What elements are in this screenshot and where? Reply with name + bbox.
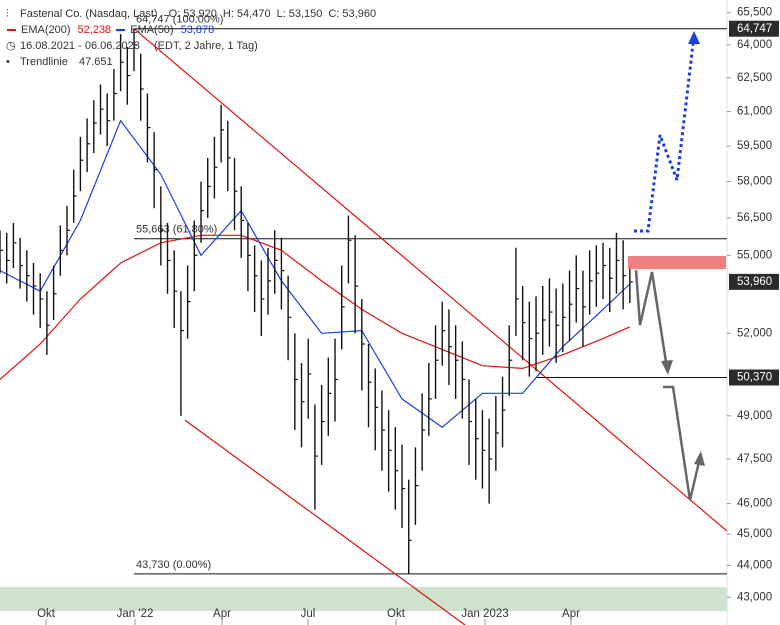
legend-series: EMA(200) 52,238 EMA(50) 53,878 (6, 22, 382, 38)
x-tick-label: Okt (387, 608, 406, 620)
last-price-label: 53,960 (737, 276, 772, 288)
x-tick-label: Jan '22 (117, 608, 154, 620)
ohlc-value: 53,920 (183, 8, 217, 20)
y-tick-label: 49,000 (737, 410, 772, 422)
ema-line (0, 234, 631, 380)
legend-row: ◷ 16.08.2021 - 06.06.2023 (EDT, 2 Jahre, … (6, 38, 382, 54)
x-tick-label: Apr (213, 608, 231, 620)
forecast (634, 31, 705, 501)
level-axis-label: 50,370 (737, 372, 772, 384)
last-price-box (729, 273, 779, 290)
legend-entry: EMA(50) 53,878 (115, 22, 214, 38)
forecast-up (634, 43, 695, 233)
icon: ⫶ (6, 8, 9, 20)
period: 16.08.2021 - 06.06.2023 (20, 40, 140, 52)
y-tick-label: 59,500 (737, 140, 772, 152)
ohlc-value: 53,150 (288, 8, 323, 20)
ema-line (0, 119, 631, 428)
y-tick-label: 45,000 (737, 528, 772, 540)
trend-value: 47.651 (78, 56, 113, 68)
y-tick-label: 55,000 (737, 249, 772, 261)
ohlc: O: 53,920 H: 54,470 L: 53,150 C: 53,960 (169, 6, 382, 22)
period-note: (EDT, 2 Jahre, 1 Tag) (154, 40, 258, 52)
trend-name: Trendlinie (20, 56, 68, 68)
resistance-zone (628, 256, 726, 269)
icon: • (6, 56, 10, 68)
legend-entry: EMA(200) 52,238 (6, 22, 111, 38)
legend-value: 52,238 (77, 24, 112, 36)
y-tick-label: 46,000 (737, 498, 772, 510)
y-tick-label: 43,000 (737, 591, 772, 603)
ohlc-label: O: (168, 8, 181, 20)
forecast-rebound (663, 385, 701, 501)
legend-swatch (116, 29, 126, 31)
y-tick-label: 65,500 (737, 7, 772, 19)
legend-value: 53,878 (180, 24, 215, 36)
y-tick-label: 62,500 (737, 72, 772, 84)
x-tick-label: Jul (301, 608, 316, 620)
level-label: 55,663 (61.80%) (136, 224, 217, 236)
level-label: 43,730 (0.00%) (136, 559, 211, 571)
arrow-head (688, 31, 700, 44)
legend-row: ⫶ Fastenal Co. (Nasdaq, Last) O: 53,920 H: 5… (6, 6, 382, 22)
y-tick-label: 58,000 (737, 176, 772, 188)
y-tick-label: 61,000 (737, 106, 772, 118)
forecast-down (634, 269, 668, 363)
y-axis: 65,500 64,000 62,500 61,000 59,500 58,000 56,5… (37, 7, 779, 625)
legend-swatch (7, 29, 16, 31)
support-zone (0, 587, 727, 611)
level-axis-label: 64,747 (737, 23, 772, 35)
x-tick-label: Okt (37, 608, 56, 620)
ohlc-label: L: (276, 8, 286, 20)
ohlc-value: 53,960 (342, 8, 377, 20)
legend-row: • Trendlinie 47.651 (6, 54, 382, 70)
trendline (184, 419, 466, 625)
legend-name: EMA(200) (21, 24, 71, 36)
y-tick-label: 56,500 (737, 212, 772, 224)
arrow-head (694, 451, 705, 466)
arrow-head (661, 360, 673, 375)
title: Fastenal Co. (Nasdaq, Last) (20, 8, 158, 20)
ohlc-label: H: (222, 8, 234, 20)
y-tick-label: 47,500 (737, 453, 772, 465)
x-tick-label: Apr (562, 608, 580, 620)
icon: ◷ (6, 40, 16, 52)
trendline (133, 28, 728, 532)
level-label: 64,747 (100.00%) (136, 14, 223, 26)
level-box (729, 369, 779, 386)
plot-area: 64,747 (100.00%) 55,663 (61.80%) 43,730 (0… (0, 14, 728, 625)
ohlc-label: C: (328, 8, 340, 20)
legend-name: EMA(50) (130, 24, 174, 36)
y-tick-label: 64,000 (737, 39, 772, 51)
legend: ⫶ Fastenal Co. (Nasdaq, Last) O: 53,920 H: 5… (6, 6, 382, 70)
x-tick-label: Jan 2023 (461, 608, 508, 620)
level-box (729, 20, 779, 37)
ohlc-value: 54,470 (236, 8, 271, 20)
y-tick-label: 52,000 (737, 327, 772, 339)
y-tick-label: 44,000 (737, 559, 772, 571)
